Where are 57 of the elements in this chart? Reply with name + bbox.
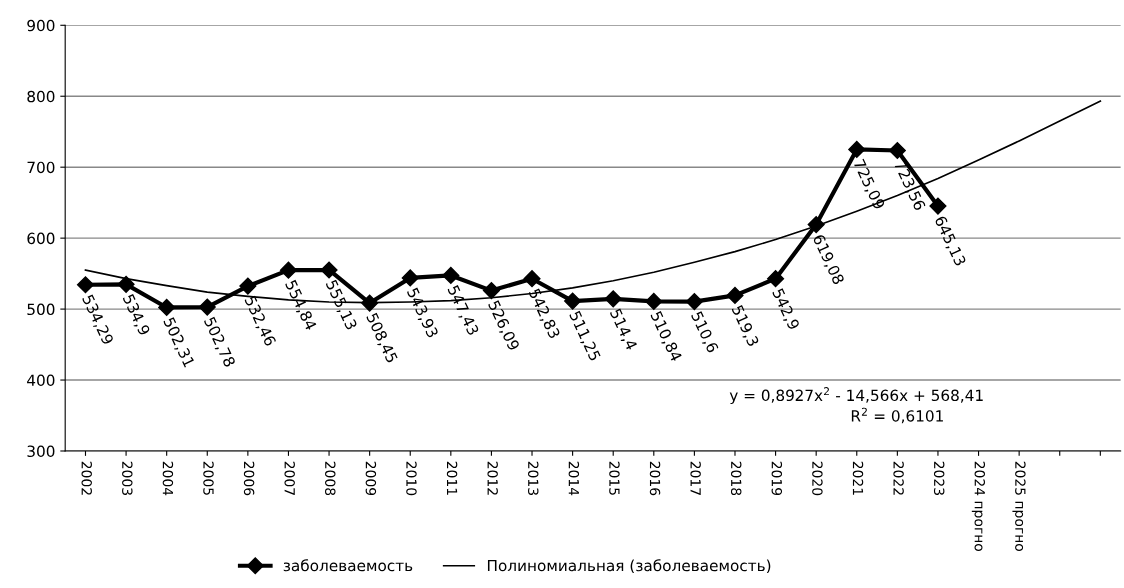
point bbox=[645, 292, 663, 310]
x-tick-label: 2003 bbox=[122, 461, 133, 495]
y-tick-label: 300 bbox=[27, 445, 55, 458]
x-tick-label: 2021 bbox=[852, 461, 864, 495]
y-tick-label: 800 bbox=[27, 90, 55, 103]
x-tick-label: 2007 bbox=[284, 461, 295, 495]
y-tick-label: 400 bbox=[27, 374, 55, 387]
point bbox=[767, 270, 785, 288]
point bbox=[361, 294, 379, 312]
x-tick-label: 2024 прогно bbox=[971, 461, 986, 551]
annotation: y = 0,8927x$^{2}$ - 14,566x + 568,41 bbox=[729, 387, 983, 405]
x-tick-label: 2014 bbox=[568, 461, 580, 496]
y-tick-label: 900 bbox=[27, 19, 55, 32]
x-tick-label: 2008 bbox=[325, 461, 336, 496]
x-tick-label: 2025 прогно bbox=[1012, 461, 1026, 551]
point bbox=[117, 275, 135, 293]
point bbox=[929, 197, 947, 215]
x-tick-label: 2013 bbox=[527, 461, 539, 495]
point bbox=[239, 277, 257, 295]
y-tick-label: 500 bbox=[27, 303, 55, 316]
x-tick-label: 2023 bbox=[933, 461, 945, 495]
annotation: R$^{2}$ = 0,6101 bbox=[851, 407, 943, 424]
point bbox=[442, 266, 460, 284]
legend-label: Полиномиальная (заболеваемость) bbox=[487, 559, 771, 574]
y-tick-label: 700 bbox=[27, 161, 55, 174]
x-tick-label: 2002 bbox=[81, 461, 92, 495]
point bbox=[726, 286, 744, 304]
x-tick-label: 2005 bbox=[203, 461, 214, 495]
x-tick-label: 2022 bbox=[893, 461, 904, 495]
point bbox=[482, 282, 500, 300]
legend-label: заболеваемость bbox=[283, 559, 413, 572]
x-tick-label: 2019 bbox=[771, 461, 783, 496]
point bbox=[279, 261, 298, 279]
point bbox=[685, 293, 703, 311]
point bbox=[564, 292, 582, 310]
x-tick-label: 2020 bbox=[812, 461, 823, 496]
point bbox=[401, 269, 419, 287]
point bbox=[888, 141, 906, 160]
x-tick-label: 2011 bbox=[446, 461, 458, 495]
point bbox=[76, 276, 95, 294]
y-tick-label: 600 bbox=[27, 232, 55, 245]
point bbox=[320, 261, 338, 279]
x-tick-label: 2012 bbox=[487, 461, 498, 495]
point bbox=[604, 290, 622, 308]
point bbox=[198, 298, 216, 316]
point bbox=[848, 140, 866, 158]
point bbox=[807, 216, 825, 234]
x-tick-label: 2016 bbox=[649, 461, 661, 496]
x-tick-label: 2004 bbox=[162, 461, 174, 496]
x-tick-label: 2017 bbox=[690, 461, 701, 495]
point bbox=[523, 270, 541, 288]
x-tick-label: 2015 bbox=[609, 461, 620, 495]
x-tick-label: 2010 bbox=[406, 461, 417, 496]
x-tick-label: 2006 bbox=[243, 461, 255, 496]
point bbox=[158, 298, 176, 317]
x-tick-label: 2009 bbox=[365, 461, 377, 496]
x-tick-label: 2018 bbox=[730, 461, 742, 496]
